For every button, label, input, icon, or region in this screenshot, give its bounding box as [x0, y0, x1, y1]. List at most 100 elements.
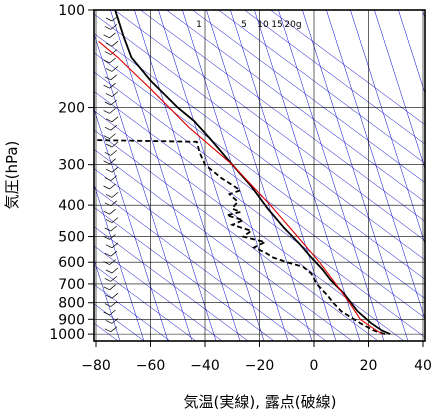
wind-barb-feather: [105, 42, 113, 47]
wind-barb-feather: [105, 244, 113, 249]
mixing-ratio-line: [182, 10, 289, 341]
mixing-ratio-line: [94, 183, 145, 341]
wind-barb: [111, 141, 119, 148]
wind-barb-feather: [104, 126, 111, 131]
wind-barb: [109, 234, 116, 240]
isotherm-line: [94, 206, 275, 341]
wind-barb-feather: [105, 269, 113, 274]
wind-barb-feather: [103, 311, 110, 316]
y-tick-label: 600: [58, 255, 85, 271]
wind-barb-feather: [104, 76, 111, 81]
wind-barb-feather: [105, 194, 113, 198]
wind-barb: [110, 200, 118, 207]
wind-barb-feather: [105, 118, 113, 123]
wind-barb: [111, 40, 119, 47]
x-tick-label: 20: [360, 358, 378, 374]
y-tick-label: 300: [58, 158, 85, 174]
isotherm-line: [94, 245, 223, 341]
y-tick-label: 800: [58, 296, 85, 312]
mixing-ratio-line: [94, 258, 121, 341]
wind-barb: [109, 133, 116, 139]
wind-barb-feather: [103, 236, 110, 240]
mixing-ratio-label: 10: [257, 20, 269, 30]
isotherm-line: [140, 10, 425, 222]
sounding-series: [95, 10, 391, 335]
wind-barb: [111, 267, 119, 274]
wind-barb-feather: [104, 252, 111, 257]
isotherm-line: [94, 148, 353, 341]
isotherm-line: [270, 10, 425, 126]
y-tick-label: 100: [58, 3, 85, 19]
wind-barb-feather: [103, 135, 110, 139]
mixing-ratio-line: [398, 10, 425, 95]
isotherm-line: [94, 110, 405, 341]
mixing-ratio-labels: 1 5 10 15 20g: [196, 20, 301, 30]
temperature-line: [114, 10, 391, 335]
mixing-ratio-line: [254, 10, 361, 341]
isotherm-line: [94, 187, 301, 341]
wind-barb: [109, 32, 116, 39]
wind-barb-feather: [104, 202, 111, 207]
mixing-ratio-line: [326, 10, 425, 320]
y-tick-label: 1000: [49, 327, 85, 343]
mixing-ratio-line: [302, 10, 409, 341]
wind-barb: [111, 91, 119, 97]
wind-barb-feather: [103, 185, 110, 190]
mixing-ratio-line: [374, 10, 425, 170]
wind-barb: [109, 259, 116, 265]
reference-line: [98, 40, 383, 335]
mixing-ratio-line: [158, 10, 265, 341]
wind-barb-feather: [105, 143, 113, 148]
wind-barb: [110, 24, 118, 30]
wind-barb-feather: [104, 101, 111, 106]
isotherm-line: [192, 10, 425, 184]
wind-barb-feather: [104, 328, 111, 333]
wind-barb-feather: [104, 303, 111, 307]
isotherm-line: [94, 13, 425, 261]
wind-barb-feather: [103, 261, 110, 265]
isotherm-line: [114, 10, 425, 242]
x-tick-label: −40: [190, 358, 220, 374]
wind-barb-feather: [105, 93, 113, 97]
temperature-grid: [95, 10, 424, 341]
wind-barb: [109, 284, 116, 291]
wind-barb: [110, 74, 118, 81]
wind-barb: [109, 183, 116, 190]
isotherm-line: [94, 264, 197, 341]
wind-barb-feather: [103, 160, 110, 165]
mixing-ratio-label: 1: [196, 20, 202, 30]
mixing-ratio-label: 15: [271, 20, 282, 30]
isotherm-line: [94, 168, 327, 341]
isotherm-line: [244, 10, 425, 145]
wind-barb: [110, 250, 118, 257]
wind-barb: [110, 49, 118, 55]
wind-barb-feather: [105, 168, 113, 173]
x-tick-label: −80: [81, 358, 111, 374]
wind-barb: [110, 326, 118, 333]
wind-barb-feather: [103, 286, 110, 291]
y-tick-label: 900: [58, 312, 85, 328]
isotherm-line: [94, 71, 425, 319]
y-tick-label: 700: [58, 277, 85, 293]
wind-barb: [111, 292, 119, 299]
wind-barb: [110, 175, 118, 181]
wind-barb: [111, 318, 119, 324]
wind-barb: [111, 66, 119, 72]
wind-barb: [111, 217, 119, 223]
wind-barb-feather: [104, 51, 111, 55]
wind-barb-feather: [103, 84, 110, 89]
wind-barb: [110, 99, 118, 106]
mixing-ratio-line: [110, 10, 217, 341]
wind-barb: [111, 192, 119, 198]
wind-barb: [109, 208, 116, 215]
mixing-ratio-line: [134, 10, 241, 341]
wind-barb: [110, 124, 118, 131]
y-tick-label: 400: [58, 198, 85, 214]
wind-barb-feather: [105, 68, 113, 72]
wind-barb: [110, 276, 118, 282]
wind-barb-feather: [104, 278, 111, 282]
wind-barb: [110, 225, 118, 232]
wind-barb-feather: [104, 26, 111, 30]
